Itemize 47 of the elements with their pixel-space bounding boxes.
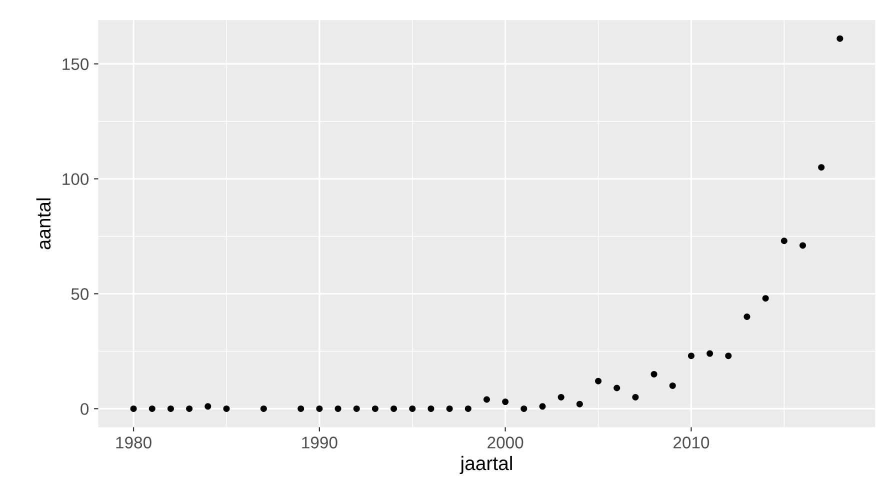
point (334, 405, 342, 412)
point (483, 396, 490, 403)
point (130, 405, 137, 412)
point (298, 405, 304, 412)
point (836, 35, 844, 42)
point (316, 405, 323, 412)
y-axis-title: aantal (36, 198, 51, 250)
point (688, 352, 694, 360)
point (725, 352, 732, 360)
point (614, 384, 620, 392)
point (148, 405, 156, 412)
x-tick-label: 2000 (488, 436, 524, 448)
x-axis-title: jaartal (460, 456, 512, 474)
point (558, 394, 564, 400)
point (520, 405, 528, 412)
point (669, 382, 676, 389)
x-tick-label: 1980 (116, 436, 152, 448)
point (780, 238, 788, 244)
point (650, 370, 658, 378)
y-tick-label: 0 (80, 403, 89, 415)
point (223, 405, 230, 412)
point (576, 400, 583, 408)
point (464, 405, 472, 412)
point (372, 405, 378, 412)
x-tick-label: 2010 (674, 436, 710, 448)
point (744, 313, 750, 320)
point (409, 405, 416, 412)
point (539, 403, 546, 410)
x-tick-label: 1990 (302, 436, 338, 448)
point (818, 164, 825, 171)
point (390, 405, 398, 412)
point (706, 350, 714, 357)
y-tick-label: 150 (62, 58, 89, 70)
y-tick-label: 50 (71, 288, 89, 300)
point (595, 378, 602, 384)
point (799, 242, 806, 249)
point (204, 403, 212, 410)
point (762, 295, 769, 302)
y-tick-label: 100 (62, 173, 89, 186)
point (186, 405, 193, 412)
point (428, 405, 434, 412)
point (260, 405, 267, 412)
point (632, 394, 639, 400)
point (353, 405, 360, 412)
point (167, 405, 174, 412)
point (502, 398, 509, 406)
point (446, 405, 453, 412)
